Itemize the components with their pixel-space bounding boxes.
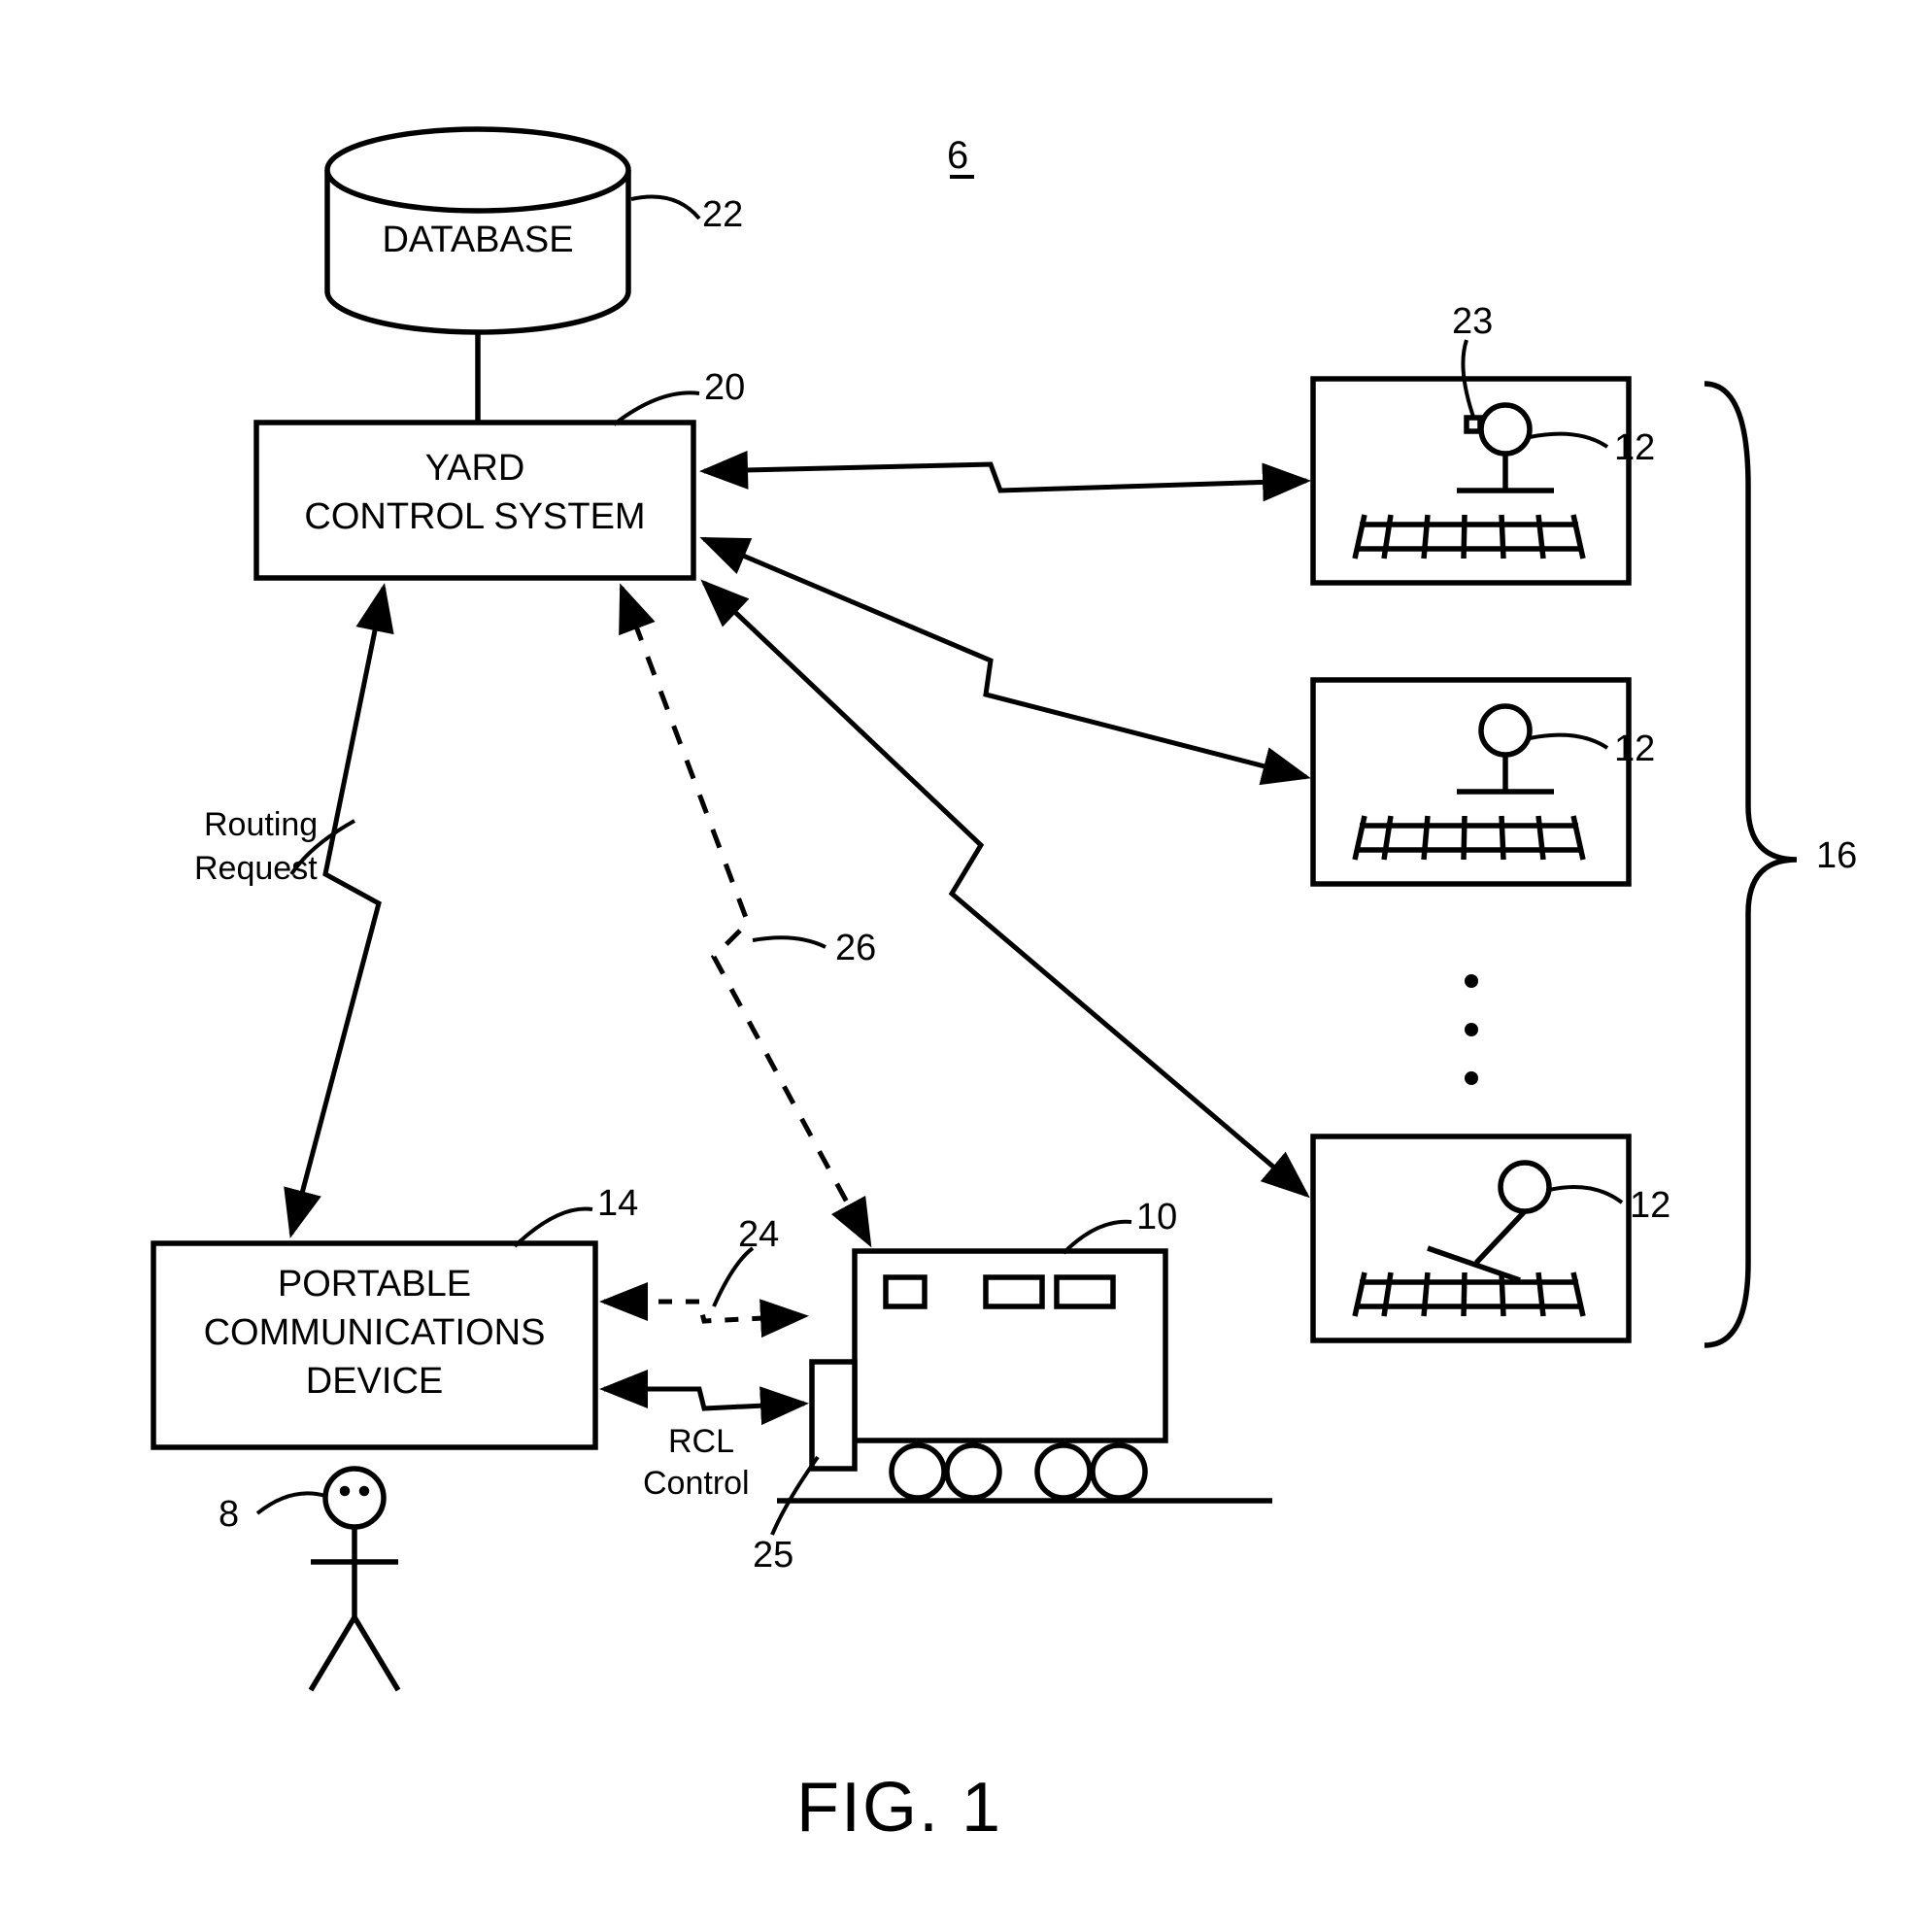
- link-routing-request: [291, 588, 384, 1234]
- locomotive-icon: [777, 1251, 1272, 1501]
- ref-10: 10: [1136, 1197, 1177, 1238]
- rcl-label-2: Control: [643, 1465, 750, 1503]
- diagram-svg: [0, 0, 1923, 1932]
- leader-20: [614, 392, 699, 424]
- ref-16: 16: [1816, 835, 1857, 877]
- ref-25: 25: [753, 1535, 793, 1576]
- ref-12c: 12: [1630, 1185, 1670, 1227]
- link-yard-switch1: [704, 464, 1306, 491]
- leader-12a: [1530, 434, 1607, 447]
- database-label: DATABASE: [327, 219, 628, 263]
- leader-25: [772, 1457, 818, 1535]
- rcl-label-1: RCL: [668, 1423, 734, 1461]
- leader-12c: [1549, 1187, 1622, 1203]
- ref-22: 22: [702, 194, 743, 236]
- ref-14: 14: [597, 1183, 638, 1225]
- ref-6: 6: [947, 134, 968, 178]
- track-switch-2: [1313, 680, 1629, 884]
- leader-26: [753, 937, 826, 947]
- ref-26: 26: [835, 928, 876, 969]
- leader-12b: [1530, 735, 1607, 748]
- ref-12a: 12: [1614, 427, 1655, 469]
- routing-label-1: Routing: [204, 806, 318, 844]
- portable-label1: PORTABLE: [153, 1263, 595, 1307]
- leader-24: [714, 1248, 753, 1306]
- ref-8: 8: [219, 1494, 239, 1536]
- leader-14: [515, 1208, 592, 1246]
- ref-24: 24: [738, 1214, 779, 1256]
- ellipsis-dots: [1465, 974, 1478, 1085]
- link-yard-locomotive-26: [622, 588, 869, 1243]
- yard-control-label2: CONTROL SYSTEM: [256, 495, 693, 540]
- leader-22: [631, 197, 699, 220]
- operator-icon: [311, 1469, 398, 1690]
- leader-8: [257, 1493, 325, 1513]
- link-yard-switch3: [704, 583, 1306, 1195]
- link-yard-switch2: [704, 539, 1306, 777]
- figure-title: FIG. 1: [796, 1768, 1002, 1847]
- portable-label2: COMMUNICATIONS: [153, 1311, 595, 1356]
- link-rcl-control: [604, 1389, 804, 1408]
- track-switch-3: [1313, 1136, 1629, 1340]
- leader-10: [1063, 1222, 1131, 1253]
- ref-12b: 12: [1614, 729, 1655, 770]
- link-device-locomotive-24: [604, 1302, 804, 1321]
- brace-16: [1704, 384, 1797, 1345]
- diagram-canvas: DATABASE 22 YARD CONTROL SYSTEM 20 PORTA…: [0, 0, 1923, 1932]
- portable-label3: DEVICE: [153, 1360, 595, 1405]
- routing-label-2: Request: [194, 850, 318, 888]
- ref-23: 23: [1452, 301, 1493, 343]
- ref-20: 20: [704, 367, 745, 409]
- yard-control-label1: YARD: [256, 447, 693, 491]
